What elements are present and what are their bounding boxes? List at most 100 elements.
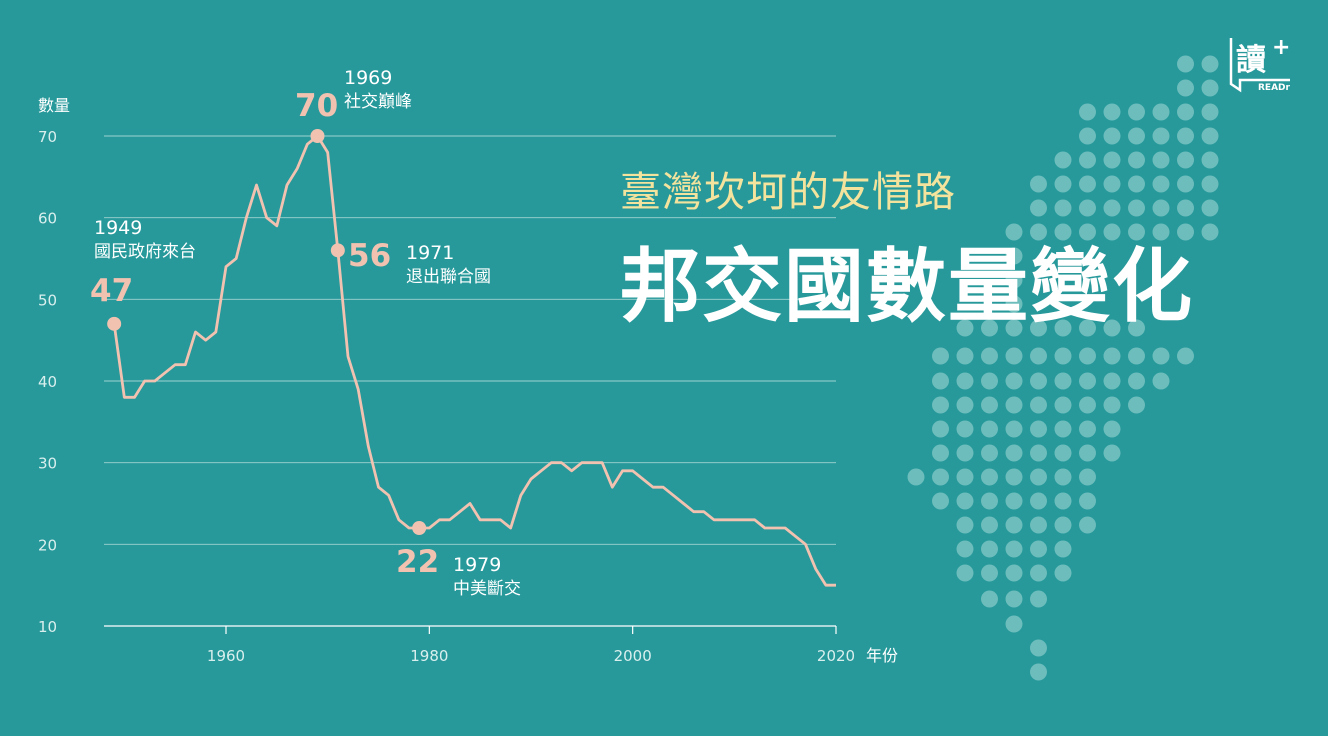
x-tick-label: 2000 xyxy=(614,647,652,665)
map-dot xyxy=(1177,223,1194,241)
map-dot xyxy=(1005,319,1023,337)
map-dot xyxy=(1005,492,1023,510)
map-dot xyxy=(1152,372,1170,390)
map-dot xyxy=(1201,175,1219,193)
x-axis-label: 年份 xyxy=(866,646,898,665)
map-dot xyxy=(1005,590,1023,608)
y-axis-label: 數量 xyxy=(38,96,70,115)
map-dot xyxy=(981,347,998,365)
series-line xyxy=(112,134,836,587)
map-dot xyxy=(1030,663,1047,681)
chart-grid xyxy=(104,135,836,627)
map-dot xyxy=(1079,420,1096,438)
annotation-year: 1979 xyxy=(453,554,501,576)
annotation-value: 70 xyxy=(295,88,338,124)
y-tick-label: 50 xyxy=(38,291,57,309)
logo-brand: READr xyxy=(1258,83,1291,93)
map-dot xyxy=(1201,103,1219,121)
map-dot xyxy=(1054,516,1072,534)
map-dot xyxy=(1128,103,1145,121)
map-dot xyxy=(1005,396,1023,414)
y-tick-label: 60 xyxy=(38,210,57,228)
map-dot xyxy=(1152,103,1170,121)
map-dot xyxy=(1177,127,1194,145)
map-dot xyxy=(1079,175,1096,193)
map-dot xyxy=(1054,420,1072,438)
y-tick-label: 70 xyxy=(38,128,57,146)
map-dot xyxy=(1152,347,1170,365)
map-dot xyxy=(1054,223,1072,241)
map-dot xyxy=(1079,372,1096,390)
map-dot xyxy=(907,468,925,486)
map-dot xyxy=(981,420,998,438)
map-dot xyxy=(1005,223,1023,241)
map-dot xyxy=(1103,223,1121,241)
map-dot xyxy=(1005,615,1023,633)
map-dot xyxy=(956,347,974,365)
y-tick-label: 20 xyxy=(38,536,57,554)
map-dot xyxy=(1201,79,1219,97)
map-dot xyxy=(956,516,974,534)
logo-plus: + xyxy=(1272,35,1290,60)
map-dot xyxy=(1030,564,1047,582)
map-dot xyxy=(1079,444,1096,462)
map-dot xyxy=(1201,199,1219,217)
y-tick-label: 30 xyxy=(38,455,57,473)
map-dot xyxy=(1005,271,1023,289)
annotation-year: 1949 xyxy=(94,217,142,239)
map-dot xyxy=(1054,199,1072,217)
x-tick-label: 1980 xyxy=(410,647,448,665)
map-dot xyxy=(981,396,998,414)
map-dot xyxy=(1128,127,1145,145)
map-dot xyxy=(1054,444,1072,462)
map-dot xyxy=(1128,319,1145,337)
map-dot xyxy=(932,347,949,365)
map-dot xyxy=(1030,396,1047,414)
map-dot xyxy=(1128,175,1145,193)
map-dot xyxy=(981,564,998,582)
map-dot xyxy=(1103,347,1121,365)
annotation-value: 47 xyxy=(90,273,133,309)
logo-glyph: 讀 xyxy=(1236,43,1266,78)
map-dot xyxy=(1128,223,1145,241)
y-tick-label: 10 xyxy=(38,618,57,636)
map-dot xyxy=(1079,492,1096,510)
map-dot xyxy=(1177,199,1194,217)
map-dot xyxy=(981,319,998,337)
map-dot xyxy=(1054,319,1072,337)
map-dot xyxy=(1177,347,1194,365)
annotation-note: 社交巔峰 xyxy=(344,92,412,112)
map-dot xyxy=(956,468,974,486)
map-dot xyxy=(1054,468,1072,486)
map-dot xyxy=(1128,396,1145,414)
map-dot xyxy=(1030,175,1047,193)
map-dot xyxy=(1103,175,1121,193)
map-dot xyxy=(1054,564,1072,582)
map-dot xyxy=(1103,372,1121,390)
map-dot xyxy=(1005,295,1023,313)
map-dot xyxy=(1054,151,1072,169)
map-dot xyxy=(1005,420,1023,438)
chart-axes: 10 20 30 40 50 60 70 1960 1980 2000 2020 xyxy=(38,128,855,665)
map-dot xyxy=(981,540,998,558)
map-dot xyxy=(1152,127,1170,145)
annotation-value: 56 xyxy=(348,238,391,274)
map-dot xyxy=(1103,319,1121,337)
map-dot xyxy=(1054,372,1072,390)
map-dot xyxy=(1005,540,1023,558)
map-dot xyxy=(1054,347,1072,365)
map-dot xyxy=(1177,55,1194,73)
chart-series xyxy=(112,134,836,587)
map-dot xyxy=(1152,175,1170,193)
map-dot xyxy=(1030,516,1047,534)
map-dot xyxy=(956,564,974,582)
map-dot xyxy=(1128,347,1145,365)
map-dot xyxy=(1152,199,1170,217)
map-dot xyxy=(1005,372,1023,390)
map-dot xyxy=(1103,199,1121,217)
map-dot xyxy=(1005,516,1023,534)
map-dot xyxy=(1030,492,1047,510)
readr-logo-icon: 讀 + READr xyxy=(1229,35,1291,93)
map-dot xyxy=(1005,247,1023,265)
map-dot xyxy=(1054,175,1072,193)
